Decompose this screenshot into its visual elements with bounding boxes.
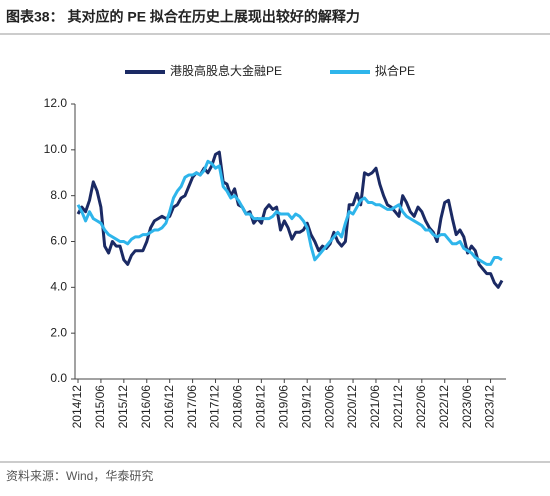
y-tick-label: 10.0 [44, 142, 68, 156]
x-tick-label: 2020/12 [345, 385, 359, 429]
x-tick-label: 2023/12 [483, 385, 497, 429]
y-tick-label: 2.0 [50, 325, 67, 339]
y-tick-label: 8.0 [50, 188, 67, 202]
x-tick-label: 2019/12 [299, 385, 313, 429]
x-tick-label: 2023/06 [460, 385, 474, 429]
legend-label: 港股高股息大金融PE [170, 63, 282, 78]
x-tick-label: 2020/06 [322, 385, 336, 429]
y-tick-label: 12.0 [44, 96, 68, 110]
x-tick-label: 2018/06 [231, 385, 245, 429]
x-tick-label: 2016/12 [162, 385, 176, 429]
series-line [76, 159, 503, 266]
x-tick-label: 2022/06 [414, 385, 428, 429]
series-line [76, 150, 504, 289]
x-tick-label: 2014/12 [70, 385, 84, 429]
x-tick-label: 2016/06 [139, 385, 153, 429]
x-tick-label: 2015/12 [116, 385, 130, 429]
x-tick-label: 2015/06 [93, 385, 107, 429]
x-tick-label: 2021/12 [391, 385, 405, 429]
x-tick-label: 2022/12 [437, 385, 451, 429]
x-tick-label: 2019/06 [276, 385, 290, 429]
y-tick-label: 4.0 [50, 280, 67, 294]
x-tick-label: 2018/12 [254, 385, 268, 429]
chart-title: 图表38： 其对应的 PE 拟合在历史上展现出较好的解释力 [6, 9, 360, 25]
x-tick-label: 2017/06 [185, 385, 199, 429]
y-tick-label: 6.0 [50, 234, 67, 248]
source: 资料来源：Wind，华泰研究 [6, 468, 153, 483]
x-tick-label: 2021/06 [368, 385, 382, 429]
x-tick-label: 2017/12 [208, 385, 222, 429]
legend-label: 拟合PE [375, 63, 415, 78]
y-tick-label: 0.0 [50, 371, 67, 385]
